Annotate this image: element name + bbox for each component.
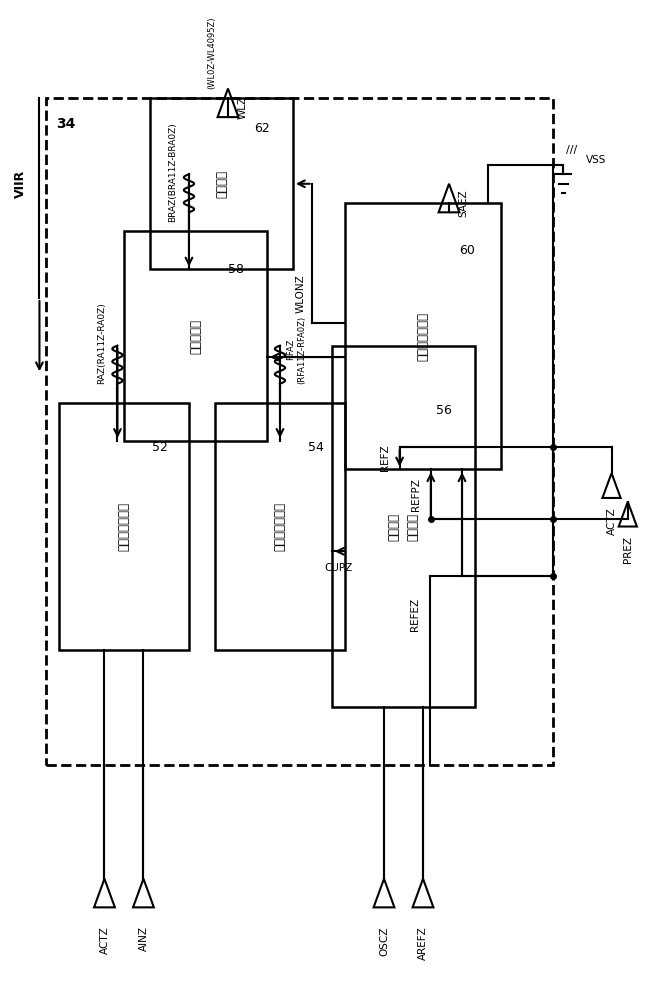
Text: 行定时控制电路: 行定时控制电路 <box>416 312 430 361</box>
Text: 行地址锁存电路: 行地址锁存电路 <box>118 502 130 551</box>
Text: ACTZ: ACTZ <box>606 507 617 535</box>
Bar <box>124 231 267 441</box>
Text: PREZ: PREZ <box>623 536 633 563</box>
Text: REFPZ: REFPZ <box>411 478 421 511</box>
Text: (WL0Z-WL4095Z): (WL0Z-WL4095Z) <box>207 16 216 89</box>
Text: BRAZ(BRA11Z-BRA0Z): BRAZ(BRA11Z-BRA0Z) <box>168 122 177 222</box>
Text: AREFZ: AREFZ <box>418 926 428 960</box>
Text: 60: 60 <box>459 244 475 257</box>
Text: 54: 54 <box>309 441 324 454</box>
Text: REFZ: REFZ <box>380 445 390 471</box>
Text: 52: 52 <box>153 441 168 454</box>
Text: 行译码器: 行译码器 <box>215 170 228 198</box>
Text: 刷新请求: 刷新请求 <box>387 513 400 541</box>
Text: 34: 34 <box>56 117 75 131</box>
Text: 刷新地址计数器: 刷新地址计数器 <box>274 502 286 551</box>
Bar <box>46 98 553 765</box>
Bar <box>332 346 475 707</box>
Text: CUPZ: CUPZ <box>325 563 353 573</box>
Text: 58: 58 <box>228 263 244 276</box>
Text: VSS: VSS <box>586 155 606 165</box>
Text: 地址选择器: 地址选择器 <box>189 319 202 354</box>
Bar <box>215 403 345 650</box>
Text: ACTZ: ACTZ <box>100 926 110 954</box>
Bar <box>345 203 501 469</box>
Text: 生成电路: 生成电路 <box>407 513 420 541</box>
Text: REFEZ: REFEZ <box>410 598 420 631</box>
Text: OSCZ: OSCZ <box>379 926 389 956</box>
Text: 56: 56 <box>436 404 452 417</box>
Text: RAZ(RA11Z-RA0Z): RAZ(RA11Z-RA0Z) <box>97 302 106 384</box>
Bar <box>59 403 189 650</box>
Text: AINZ: AINZ <box>139 926 149 951</box>
Text: VIIR: VIIR <box>13 170 27 198</box>
Text: SAEZ: SAEZ <box>459 189 469 217</box>
Text: WLZ: WLZ <box>238 96 248 119</box>
Text: 62: 62 <box>254 122 270 135</box>
Bar <box>150 98 293 269</box>
Text: WLONZ: WLONZ <box>296 274 306 313</box>
Text: RFAZ
(RFA11Z-RFA0Z): RFAZ (RFA11Z-RFA0Z) <box>287 316 306 384</box>
Text: ///: /// <box>566 145 577 155</box>
